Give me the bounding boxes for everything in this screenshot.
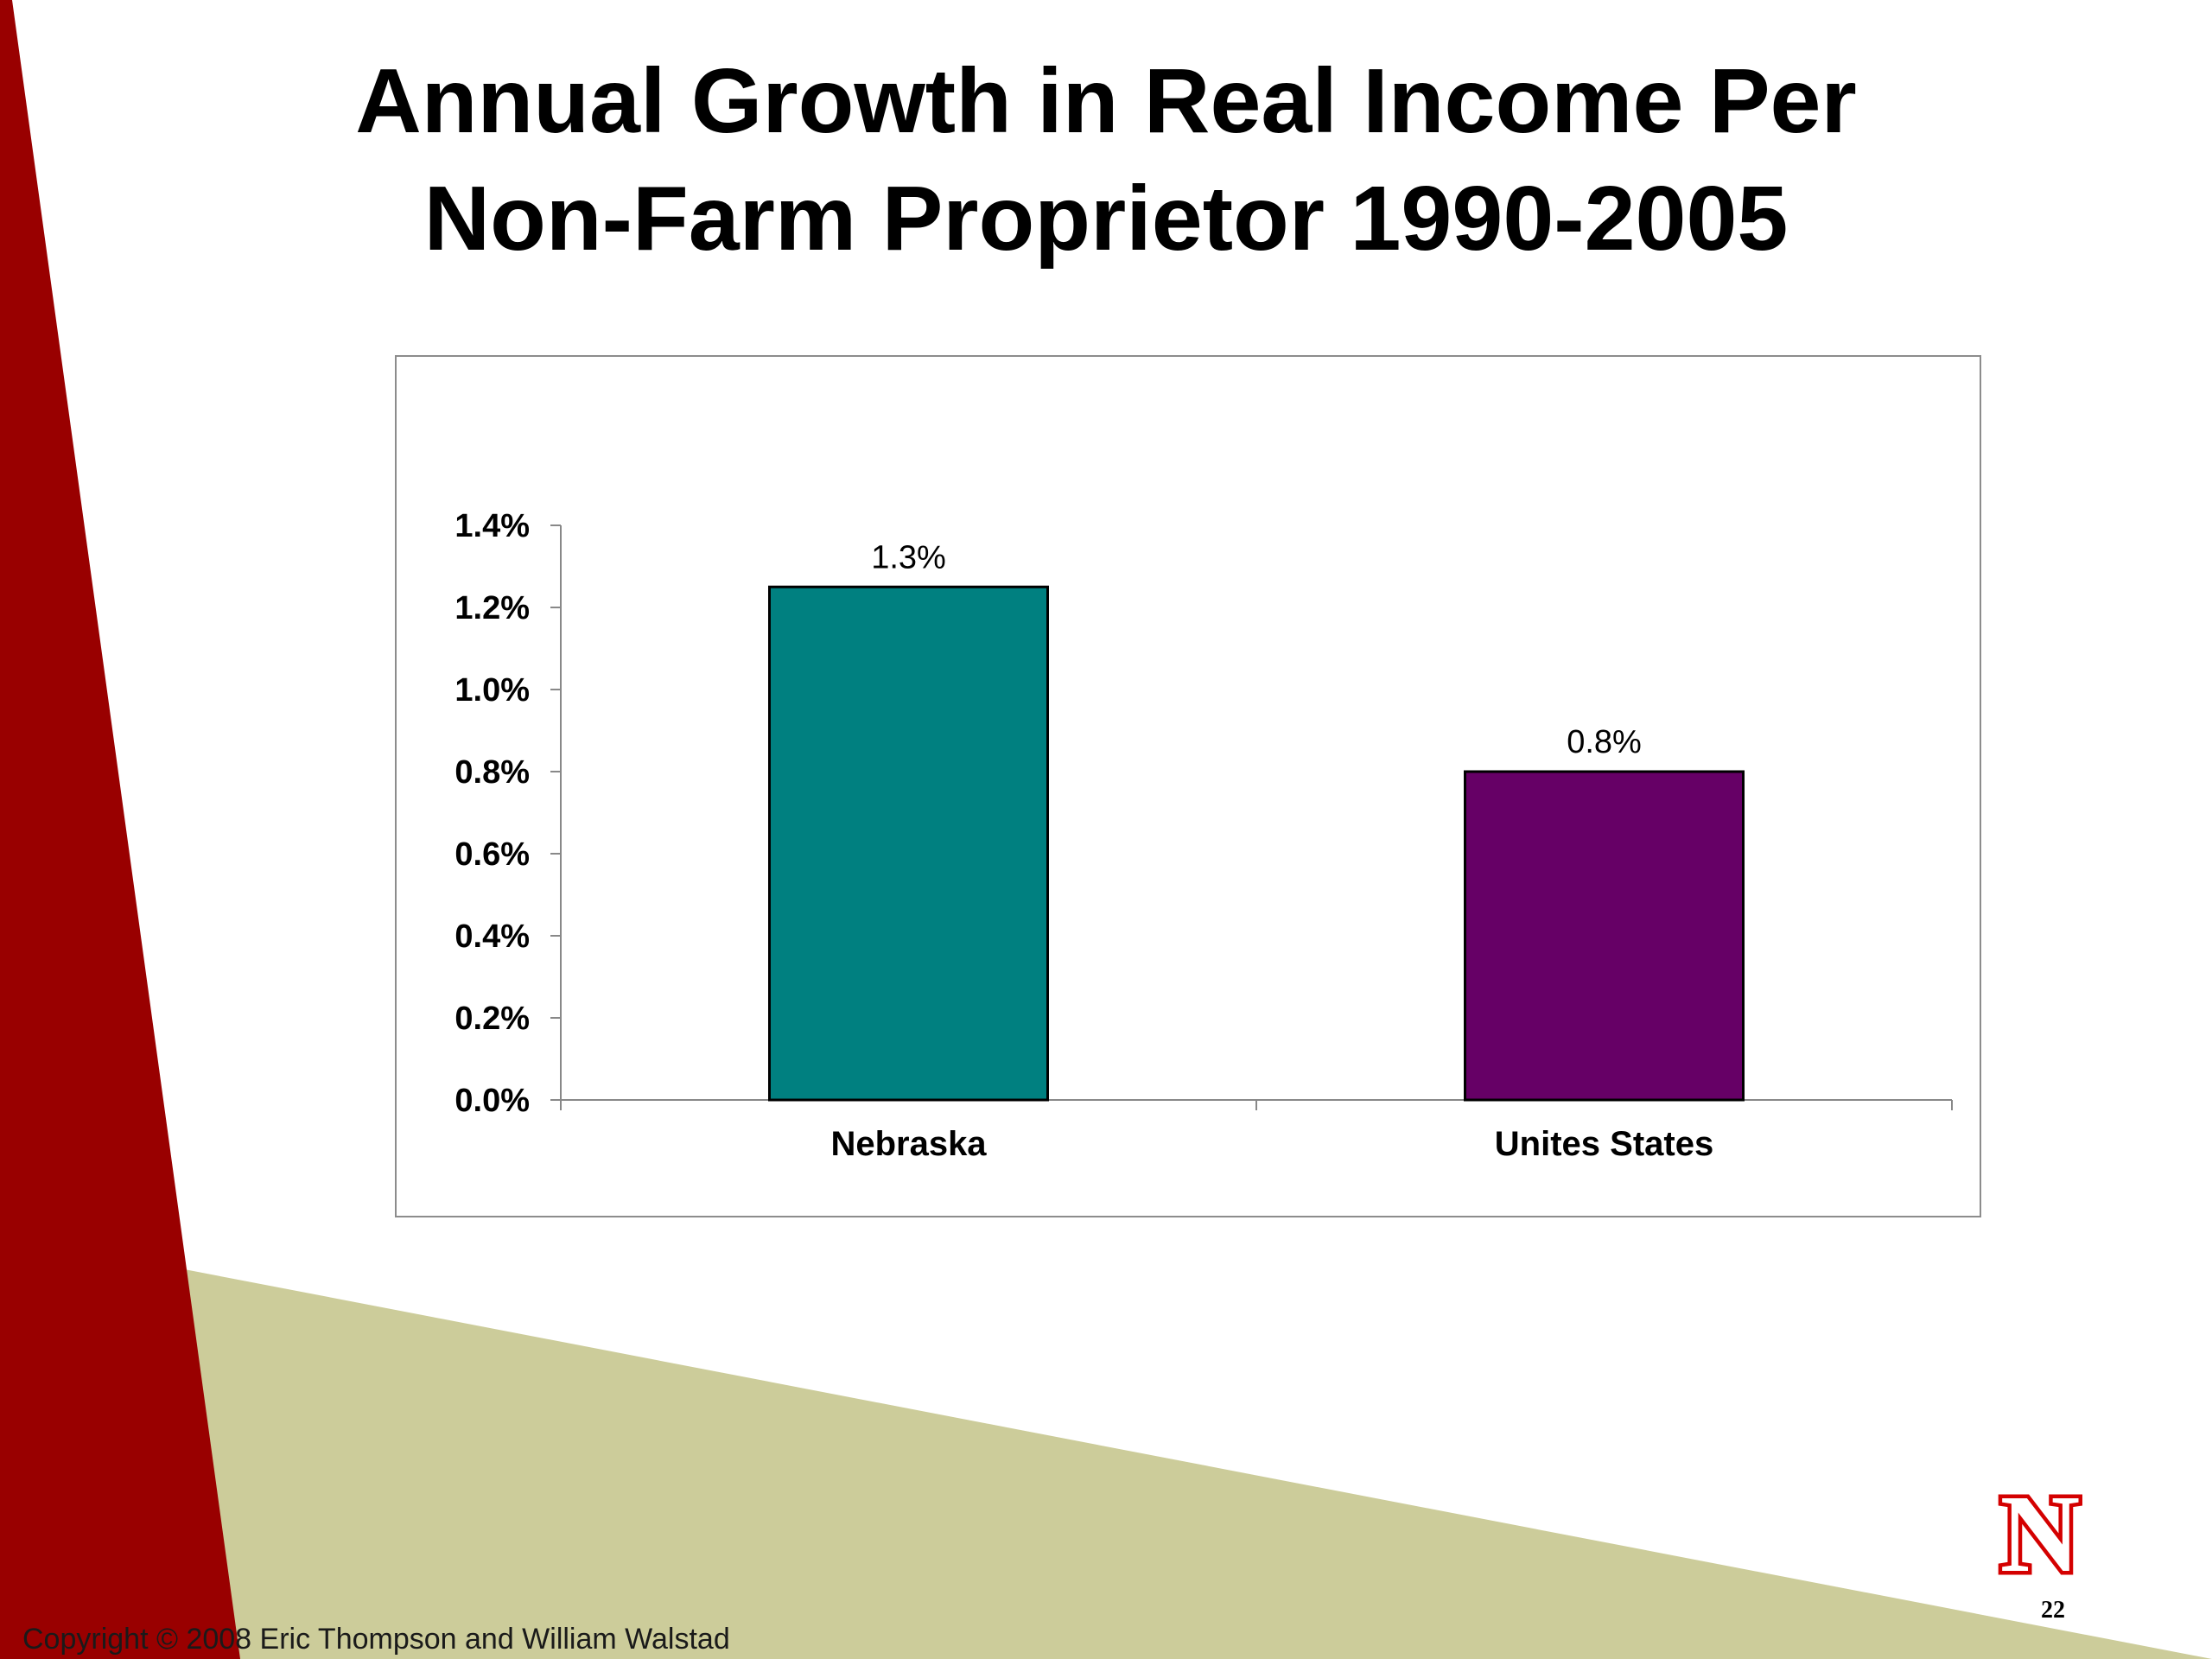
y-tick-label: 1.2% xyxy=(454,590,530,626)
data-label: 0.8% xyxy=(1567,724,1642,760)
data-label: 1.3% xyxy=(871,539,946,575)
x-category-label: Nebraska xyxy=(830,1125,987,1163)
red-band xyxy=(0,0,240,1659)
khaki-band xyxy=(0,1234,2212,1659)
y-tick-label: 0.6% xyxy=(454,836,530,873)
y-tick-label: 0.2% xyxy=(454,1001,530,1037)
bar-unites-states xyxy=(1464,770,1745,1102)
slide-title-line-1: Annual Growth in Real Income Per xyxy=(355,50,1857,152)
y-tick-label: 0.4% xyxy=(454,918,530,955)
bar-chart: 0.0% 0.2% 0.4% 0.6% 0.8% 1.0% 1.2% 1.4% 1.3% Nebr… xyxy=(454,508,1953,1163)
y-tick-label: 1.0% xyxy=(454,672,530,709)
university-logo: N xyxy=(1996,1484,2083,1580)
slide-number: 22 xyxy=(2041,1597,2065,1624)
logo-letter: N xyxy=(2000,1484,2080,1580)
copyright-text: Copyright © 2008 Eric Thompson and Willi… xyxy=(22,1623,730,1656)
bar-nebraska xyxy=(768,585,1049,1102)
y-tick-label: 0.8% xyxy=(454,754,530,791)
y-tick-label: 0.0% xyxy=(454,1083,530,1119)
x-category-label: Unites States xyxy=(1495,1125,1713,1163)
y-tick-label: 1.4% xyxy=(454,508,530,544)
chart-area: 0.0% 0.2% 0.4% 0.6% 0.8% 1.0% 1.2% 1.4% 1.3% Nebr… xyxy=(395,355,1981,1217)
slide-title-line-2: Non-Farm Proprietor 1990-2005 xyxy=(423,168,1789,270)
